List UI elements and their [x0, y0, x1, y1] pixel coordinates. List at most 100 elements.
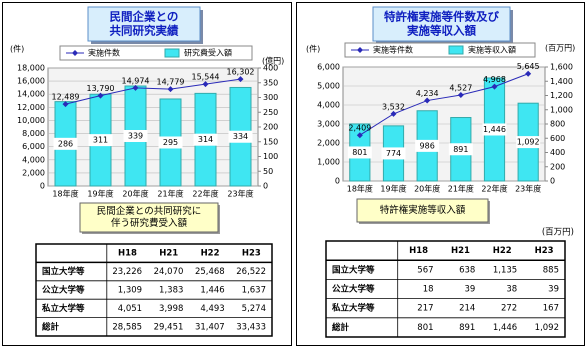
x-tick-label: 20年度 — [122, 189, 148, 199]
line-marker — [390, 110, 397, 117]
y-tick-label: 2,000 — [22, 168, 45, 177]
table-cell: 1,383 — [159, 286, 183, 296]
x-tick-label: 21年度 — [157, 189, 183, 199]
bar-value-label: 314 — [198, 135, 213, 144]
table-cell: 1,135 — [493, 265, 517, 275]
x-tick-label: 22年度 — [481, 184, 507, 194]
table-cell: 31,407 — [195, 322, 225, 332]
row-label: 国立大学等 — [332, 264, 375, 275]
title-box — [87, 6, 201, 42]
row-label: 総計 — [332, 322, 350, 333]
row-label: 公立大学等 — [332, 284, 375, 295]
line-value-label: 14,779 — [157, 78, 185, 87]
line-marker — [457, 91, 464, 98]
legend-swatch — [164, 48, 180, 58]
line-value-label: 13,790 — [87, 84, 115, 93]
row-label: 私立大学等 — [41, 303, 85, 314]
x-tick-label: 23年度 — [515, 184, 541, 194]
y-tick-label: 4,000 — [317, 101, 340, 110]
table-cell: 801 — [417, 323, 433, 333]
line-value-label: 12,489 — [52, 93, 80, 102]
table-cell: 39 — [465, 285, 476, 295]
label-bg — [516, 136, 541, 149]
bar-value-label: 334 — [233, 132, 248, 141]
y2-tick-label: 200 — [550, 162, 565, 171]
y2-tick-label: 250 — [263, 108, 278, 117]
y-tick-label: 0 — [335, 177, 340, 186]
y-tick-label: 3,000 — [317, 120, 340, 129]
table-cell: 272 — [501, 304, 517, 314]
y-tick-label: 6,000 — [317, 63, 340, 72]
caption: 民間企業との共同研究に — [97, 205, 201, 217]
line-value-label: 4,968 — [483, 75, 506, 84]
legend-label: 実施等収入額 — [468, 45, 516, 55]
line-value-label: 5,645 — [517, 62, 540, 71]
line-marker — [237, 76, 244, 83]
line — [65, 78, 241, 105]
plot-area — [47, 67, 259, 187]
y2-tick-label: 400 — [263, 64, 278, 73]
legend-marker — [357, 47, 363, 53]
table-cell: 567 — [417, 265, 433, 275]
legend-swatch — [448, 45, 464, 55]
table-unit: (百万円) — [542, 228, 574, 238]
table-cell: 24,070 — [154, 267, 184, 277]
chart-title: 民間企業との — [110, 10, 179, 24]
y-tick-label: 0 — [40, 182, 45, 191]
table-cell: 23,226 — [112, 267, 142, 277]
label-bg — [347, 146, 372, 159]
y-tick-label: 6,000 — [22, 142, 45, 151]
y2-tick-label: 1,200 — [550, 91, 573, 100]
table-cell: 18 — [423, 285, 434, 295]
table-cell: 891 — [459, 323, 475, 333]
bar-value-label: 774 — [386, 149, 401, 158]
label-bg — [53, 137, 78, 150]
label-bg — [88, 134, 113, 147]
table-cell: 5,274 — [242, 304, 266, 314]
x-tick-label: 18年度 — [347, 184, 373, 194]
y-tick-label: 16,000 — [17, 77, 45, 86]
table-cell: 638 — [459, 265, 475, 275]
y-axis-label: (件) — [306, 44, 320, 54]
table-cell: 3,998 — [159, 304, 183, 314]
line-marker — [62, 101, 69, 108]
row-label: 国立大学等 — [42, 266, 85, 277]
line-marker — [491, 83, 498, 90]
bar-value-label: 986 — [420, 141, 435, 150]
y-tick-label: 10,000 — [17, 116, 45, 125]
table-cell: 28,585 — [112, 322, 142, 332]
line-value-label: 4,527 — [449, 83, 472, 92]
y-tick-label: 2,000 — [317, 139, 340, 148]
y2-tick-label: 800 — [550, 120, 565, 129]
table-header: H23 — [535, 246, 554, 256]
bar-value-label: 891 — [453, 145, 468, 154]
y-tick-label: 5,000 — [317, 82, 340, 91]
y2-tick-label: 350 — [263, 78, 278, 87]
line-value-label: 16,302 — [227, 68, 255, 77]
table-cell: 217 — [417, 304, 433, 314]
x-tick-label: 20年度 — [414, 184, 440, 194]
label-bg — [448, 143, 473, 156]
line-value-label: 14,974 — [122, 76, 150, 85]
legend-label: 研究費受入額 — [184, 48, 232, 58]
caption-box — [356, 198, 489, 223]
y2-axis-label: (百万円) — [545, 44, 575, 53]
bar-value-label: 295 — [163, 138, 178, 147]
y2-tick-label: 200 — [263, 123, 278, 132]
chart-title: 特許権実施等件数及び — [384, 10, 499, 24]
y2-tick-label: 50 — [263, 167, 273, 176]
legend-marker — [72, 50, 78, 56]
legend-box — [344, 42, 536, 58]
label-bg — [123, 129, 148, 142]
table-cell: 4,493 — [200, 304, 224, 314]
line-value-label: 4,234 — [416, 89, 439, 98]
x-tick-label: 21年度 — [448, 184, 474, 194]
label-bg — [158, 136, 183, 149]
row-label: 公立大学等 — [42, 285, 85, 296]
line-marker — [424, 97, 431, 104]
table-cell: 4,051 — [118, 304, 142, 314]
panel-border — [296, 2, 585, 346]
y2-tick-label: 1,000 — [550, 105, 573, 114]
label-bg — [381, 147, 406, 160]
line-value-label: 15,544 — [192, 73, 220, 82]
